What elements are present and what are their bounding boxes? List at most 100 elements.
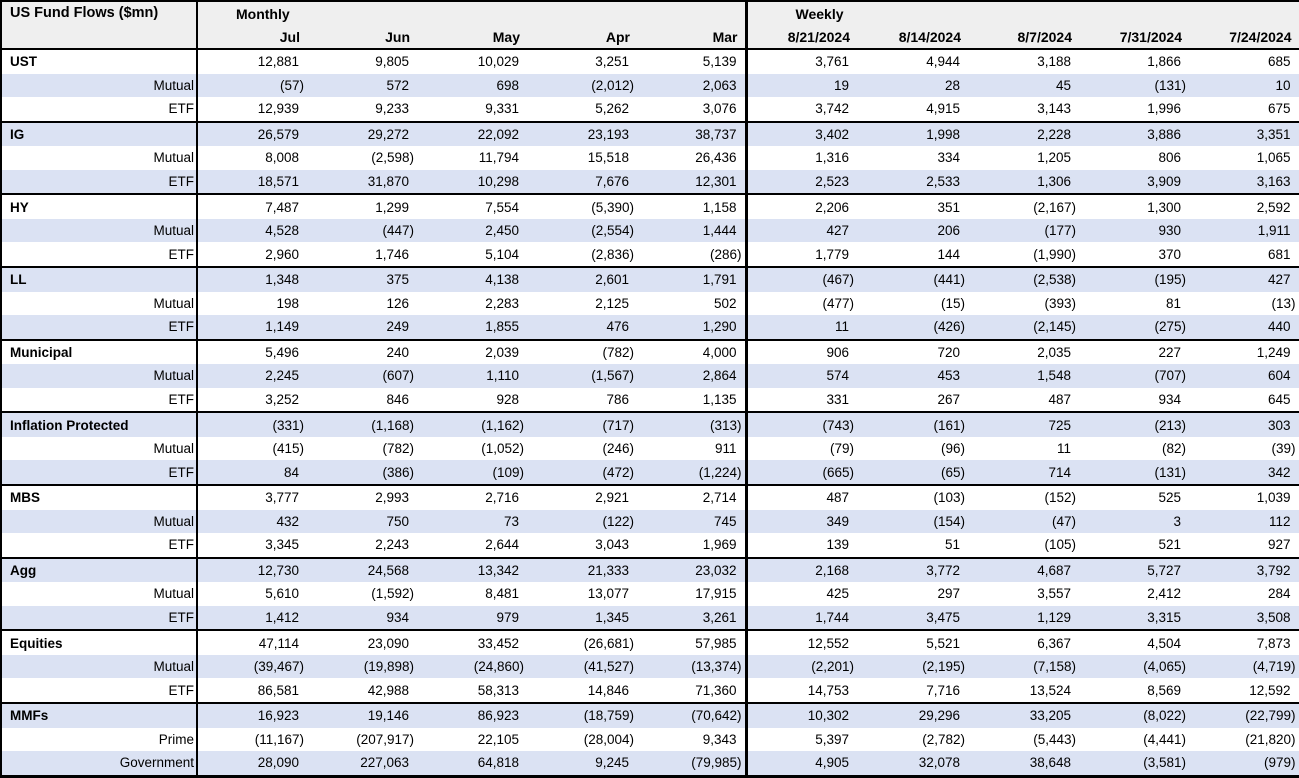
value-cell: 725 xyxy=(968,411,1079,438)
value-cell: 427 xyxy=(1189,265,1299,292)
category-row: MMFs 16,923 19,146 86,923 (18,759) (70,642) 10… xyxy=(1,701,1299,728)
value-cell: (213) xyxy=(1079,411,1189,438)
value-cell: 979 xyxy=(496,609,519,625)
value-cell: 1,306 xyxy=(1037,173,1071,189)
value-cell: (39) xyxy=(1271,441,1296,457)
column-header-apr: Apr xyxy=(527,25,637,49)
value-cell: 4,138 xyxy=(417,265,527,292)
value-cell: (11,167) xyxy=(254,731,304,747)
value-cell: 1,548 xyxy=(1037,368,1071,384)
value-cell: (1,990) xyxy=(1033,246,1076,262)
column-header-week-5: 7/24/2024 xyxy=(1189,25,1299,49)
value-cell: 645 xyxy=(1267,391,1291,407)
value-cell: (2,145) xyxy=(1033,319,1076,335)
value-cell: 574 xyxy=(826,368,849,384)
table-title: US Fund Flows ($mn) xyxy=(1,1,198,49)
value-cell: 18,571 xyxy=(257,173,299,189)
value-cell: 930 xyxy=(1158,223,1181,239)
value-cell: 24,568 xyxy=(307,556,417,583)
row-label: Mutual xyxy=(1,582,198,606)
table-row: Mutual (39,467) (19,898) (24,860) (41,527) (1… xyxy=(1,654,1299,679)
column-header-jun: Jun xyxy=(307,25,417,49)
table-body: UST 12,881 9,805 10,029 3,251 5,139 3,761 4,944… xyxy=(1,48,1299,777)
value-cell: 126 xyxy=(386,295,409,311)
category-label: IG xyxy=(1,120,198,147)
value-cell: 3,777 xyxy=(197,483,307,510)
value-cell: 1,300 xyxy=(1079,193,1189,220)
value-cell: (79) xyxy=(829,441,854,457)
value-cell: 6,367 xyxy=(968,629,1079,655)
value-cell: 525 xyxy=(1079,483,1189,510)
value-cell: 3,251 xyxy=(527,48,637,74)
value-cell: 14,753 xyxy=(807,682,849,698)
value-cell: (24,860) xyxy=(473,659,524,675)
value-cell: (707) xyxy=(1154,368,1186,384)
value-cell: 2,039 xyxy=(417,338,527,365)
value-cell: 698 xyxy=(496,77,519,93)
value-cell: 19,146 xyxy=(307,701,417,728)
row-label: ETF xyxy=(1,242,198,267)
value-cell: 1,135 xyxy=(637,387,748,413)
value-cell: 349 xyxy=(826,513,849,529)
category-row: MBS 3,777 2,993 2,716 2,921 2,714 487 (103) (152… xyxy=(1,483,1299,510)
value-cell: 19 xyxy=(833,77,849,93)
table-row: ETF 86,581 42,988 58,313 14,846 71,360 14,753 7… xyxy=(1,678,1299,703)
category-label: LL xyxy=(1,265,198,292)
value-cell: 42,988 xyxy=(367,682,409,698)
value-cell: 13,077 xyxy=(587,586,629,602)
value-cell: 58,313 xyxy=(477,682,519,698)
value-cell: 11 xyxy=(1056,441,1071,457)
value-cell: (39,467) xyxy=(253,659,304,675)
category-label: Agg xyxy=(1,556,198,583)
value-cell: (13,374) xyxy=(637,654,748,679)
value-cell: (1,592) xyxy=(371,586,414,602)
category-row: Agg 12,730 24,568 13,342 21,333 23,032 2,168 3,… xyxy=(1,556,1299,583)
value-cell: 3,402 xyxy=(746,120,857,147)
value-cell: 5,262 xyxy=(595,101,629,117)
table-row: Mutual 8,008 (2,598) 11,794 15,518 26,436 1,31… xyxy=(1,146,1299,170)
table-row: ETF 84 (386) (109) (472) (1,224) (665) (65) 714 (… xyxy=(1,460,1299,485)
value-cell: 1,290 xyxy=(637,314,748,340)
row-label: Mutual xyxy=(1,219,198,243)
value-cell: 249 xyxy=(386,319,409,335)
column-header-jul: Jul xyxy=(197,25,307,49)
value-cell: 1,039 xyxy=(1189,483,1299,510)
row-label: ETF xyxy=(1,169,198,195)
table-row: ETF 3,252 846 928 786 1,135 331 267 487 934 645 xyxy=(1,387,1299,413)
value-cell: (28,004) xyxy=(583,731,634,747)
value-cell: 2,960 xyxy=(265,246,299,262)
value-cell: 12,881 xyxy=(197,48,307,74)
value-cell: (2,195) xyxy=(922,659,965,675)
value-cell: (2,782) xyxy=(922,731,965,747)
table-row: Mutual 198 126 2,283 2,125 502 (477) (15) (393) 8… xyxy=(1,291,1299,315)
value-cell: 2,601 xyxy=(527,265,637,292)
row-label: Mutual xyxy=(1,73,198,97)
table-row: Prime (11,167) (207,917) 22,105 (28,004) 9,34… xyxy=(1,727,1299,751)
value-cell: (96) xyxy=(940,441,965,457)
value-cell: 3,163 xyxy=(1256,173,1291,189)
column-header-week-2: 8/14/2024 xyxy=(857,25,968,49)
value-cell: 2,864 xyxy=(637,364,748,388)
value-cell: 3,345 xyxy=(265,537,299,553)
value-cell: 10,302 xyxy=(746,701,857,728)
value-cell: 21,333 xyxy=(527,556,637,583)
row-label: Mutual xyxy=(1,291,198,315)
value-cell: 3 xyxy=(1173,513,1181,529)
row-label: Prime xyxy=(1,727,198,751)
value-cell: 26,579 xyxy=(197,120,307,147)
value-cell: 284 xyxy=(1267,586,1291,602)
value-cell: 2,243 xyxy=(375,537,409,553)
value-cell: (275) xyxy=(1154,319,1186,335)
value-cell: 9,805 xyxy=(307,48,417,74)
value-cell: (154) xyxy=(933,513,965,529)
column-header-mar: Mar xyxy=(637,25,748,49)
value-cell: (447) xyxy=(382,223,414,239)
row-label: ETF xyxy=(1,387,198,413)
value-cell: 906 xyxy=(746,338,857,365)
value-cell: 12,552 xyxy=(746,629,857,655)
value-cell: 934 xyxy=(386,609,409,625)
value-cell: (207,917) xyxy=(356,731,414,747)
value-cell: 745 xyxy=(637,509,748,533)
value-cell: 2,716 xyxy=(417,483,527,510)
value-cell: 2,644 xyxy=(485,537,519,553)
